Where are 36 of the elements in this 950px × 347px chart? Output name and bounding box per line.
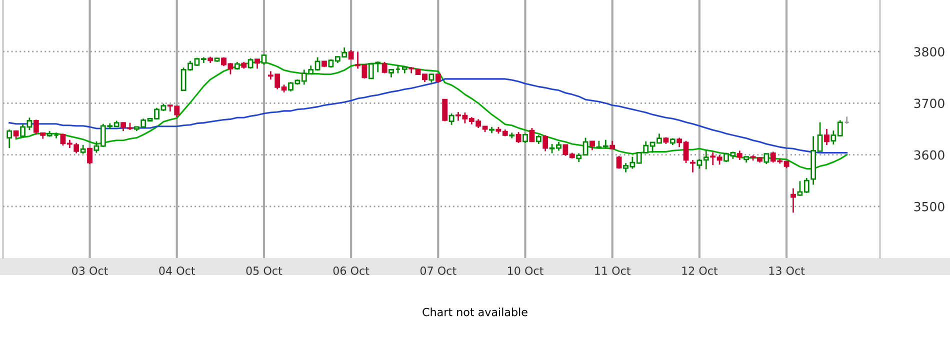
candlestick <box>448 112 454 126</box>
candlestick <box>516 131 522 144</box>
x-tick-label: 11 Oct <box>595 266 631 275</box>
candlestick <box>529 127 535 143</box>
y-tick-label: 3800 <box>914 47 944 57</box>
candlestick <box>790 188 796 214</box>
x-tick-label: 12 Oct <box>682 266 718 275</box>
candlestick <box>6 128 12 149</box>
x-tick-label: 13 Oct <box>769 266 805 275</box>
candlestick <box>736 150 742 161</box>
x-tick-label: 05 Oct <box>246 266 282 275</box>
candlestick <box>261 54 267 66</box>
x-tick-label: 03 Oct <box>72 266 108 275</box>
candlestick <box>824 128 830 146</box>
candlestick <box>590 140 595 151</box>
candlestick <box>368 63 374 80</box>
y-tick-label: 3700 <box>914 98 944 108</box>
x-tick-label: 04 Oct <box>159 266 196 275</box>
candlestick <box>442 98 448 122</box>
candlestick <box>690 159 696 174</box>
candlestick <box>522 132 528 144</box>
candlestick <box>616 155 622 170</box>
candlestick <box>348 49 354 60</box>
line-series <box>8 78 848 154</box>
x-tick-label: 06 Oct <box>333 266 370 275</box>
candlestick <box>382 61 388 74</box>
y-tick-label: 3500 <box>914 202 944 212</box>
x-tick-label: 07 Oct <box>420 266 456 275</box>
x-tick-label: 10 Oct <box>508 266 544 275</box>
y-tick-label: 3600 <box>914 150 944 160</box>
candlestick <box>542 134 548 152</box>
candlestick <box>74 142 80 154</box>
candlestick <box>87 147 92 165</box>
candlestick <box>764 153 770 165</box>
candlestick <box>254 58 260 70</box>
text: Chart not available <box>422 308 528 316</box>
